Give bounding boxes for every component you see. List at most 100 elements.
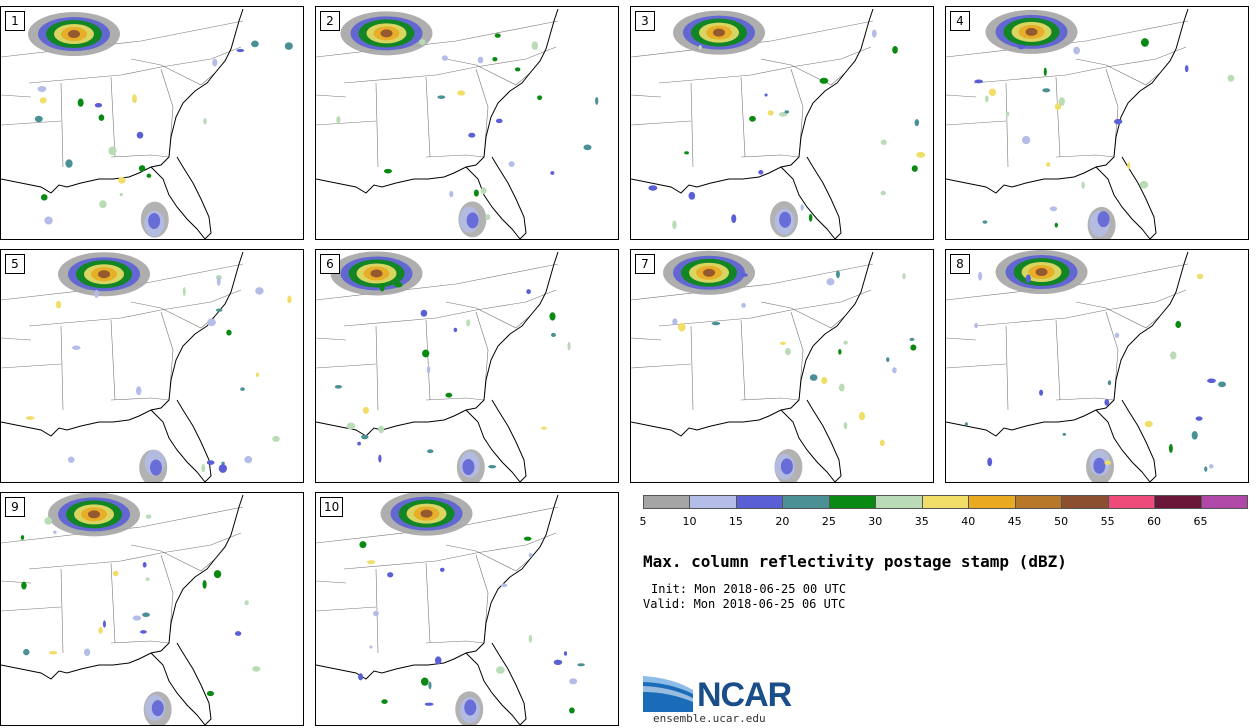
- reflectivity-cell: [428, 681, 432, 690]
- coastline: [1, 494, 244, 680]
- reflectivity-cell: [1139, 180, 1149, 189]
- colorbar-tick-label: 60: [1147, 515, 1162, 528]
- reflectivity-cell: [819, 77, 829, 84]
- colorbar-tick-label: 55: [1100, 515, 1115, 528]
- reflectivity-cell: [1097, 211, 1110, 228]
- colorbar-tick-label: 45: [1007, 515, 1022, 528]
- reflectivity-cell: [434, 656, 442, 665]
- reflectivity-cell: [359, 541, 367, 549]
- coastline: [1095, 156, 1157, 239]
- member-number-label: 4: [950, 11, 970, 31]
- state-border: [973, 46, 1187, 84]
- state-border: [110, 562, 116, 644]
- coastline: [465, 642, 527, 725]
- reflectivity-cell: [1218, 381, 1227, 388]
- reflectivity-cell: [37, 86, 47, 92]
- reflectivity-cell: [964, 422, 968, 427]
- ensemble-member-panel-5: 5: [0, 249, 304, 483]
- coastline: [1, 8, 244, 194]
- state-border: [946, 20, 1189, 58]
- reflectivity-cell: [1175, 320, 1182, 329]
- state-border: [425, 76, 431, 158]
- reflectivity-cell: [1196, 273, 1204, 280]
- colorbar-tick-label: 35: [914, 515, 929, 528]
- state-border: [946, 94, 977, 98]
- reflectivity-cell: [902, 273, 906, 280]
- state-border: [658, 289, 872, 327]
- reflectivity-cell: [441, 55, 448, 61]
- valid-time: Valid: Mon 2018-06-25 06 UTC: [643, 597, 846, 611]
- reflectivity-cell: [466, 212, 479, 229]
- reflectivity-cell: [55, 300, 62, 309]
- state-border: [160, 68, 174, 158]
- state-border: [445, 58, 531, 86]
- reflectivity-cell: [202, 580, 207, 589]
- colorbar-tick-label: 20: [775, 515, 790, 528]
- ensemble-member-panel-2: 2: [315, 6, 619, 240]
- state-border: [130, 544, 216, 572]
- reflectivity-cell: [149, 459, 162, 476]
- ensemble-url: ensemble.ucar.edu: [653, 712, 766, 725]
- reflectivity-cell: [48, 651, 58, 655]
- reflectivity-cell: [563, 651, 568, 656]
- state-border: [1, 94, 32, 98]
- state-border: [1, 120, 62, 126]
- reflectivity-cell: [1043, 67, 1047, 76]
- reflectivity-cell: [140, 630, 147, 634]
- state-border: [790, 311, 804, 401]
- state-border: [445, 544, 531, 572]
- member-number-label: 10: [320, 497, 344, 517]
- reflectivity-cell: [494, 33, 501, 38]
- reflectivity-cell: [1093, 457, 1106, 474]
- member-number-label: 9: [5, 497, 25, 517]
- colorbar-segment: [689, 495, 737, 509]
- reflectivity-cell: [528, 634, 533, 643]
- state-border: [28, 532, 242, 570]
- state-border: [740, 397, 800, 401]
- reflectivity-cell: [492, 57, 498, 62]
- reflectivity-cell: [272, 435, 280, 443]
- reflectivity-cell: [495, 118, 503, 124]
- reflectivity-cell: [53, 530, 57, 534]
- figure-title: Max. column reflectivity postage stamp (…: [643, 552, 1067, 571]
- reflectivity-cell: [1073, 46, 1081, 55]
- member-number-label: 3: [635, 11, 655, 31]
- state-border: [375, 325, 379, 411]
- reflectivity-cell: [767, 110, 774, 116]
- reflectivity-cell: [108, 146, 117, 156]
- reflectivity-cell: [445, 392, 453, 398]
- reflectivity-cell: [800, 204, 804, 211]
- reflectivity-cell: [26, 416, 35, 420]
- reflectivity-cell: [370, 269, 383, 278]
- reflectivity-cell: [94, 289, 99, 299]
- state-border: [1075, 301, 1161, 329]
- state-border: [1, 506, 244, 544]
- reflectivity-cell: [98, 114, 105, 121]
- colorbar-tick-label: 50: [1054, 515, 1069, 528]
- reflectivity-cell: [871, 29, 877, 38]
- reflectivity-cell: [462, 458, 475, 475]
- ensemble-member-panel-7: 7: [630, 249, 934, 483]
- reflectivity-cell: [1062, 432, 1066, 436]
- reflectivity-cell: [567, 341, 571, 351]
- reflectivity-cell: [142, 612, 150, 618]
- reflectivity-cell: [473, 189, 479, 197]
- state-border: [316, 606, 377, 612]
- coastline: [465, 399, 527, 482]
- state-border: [1055, 76, 1061, 158]
- reflectivity-cell: [358, 673, 364, 681]
- reflectivity-map: [1, 251, 292, 482]
- reflectivity-cell: [427, 449, 434, 454]
- state-border: [946, 263, 1189, 301]
- reflectivity-cell: [346, 422, 356, 430]
- reflectivity-cell: [216, 276, 221, 286]
- reflectivity-cell: [569, 678, 578, 685]
- reflectivity-cell: [985, 95, 989, 103]
- reflectivity-cell: [94, 102, 103, 108]
- reflectivity-cell: [528, 552, 533, 558]
- reflectivity-cell: [1114, 332, 1120, 339]
- coastline: [1, 251, 244, 437]
- reflectivity-cell: [1227, 74, 1235, 82]
- reflectivity-cell: [672, 220, 677, 230]
- state-border: [1005, 325, 1009, 411]
